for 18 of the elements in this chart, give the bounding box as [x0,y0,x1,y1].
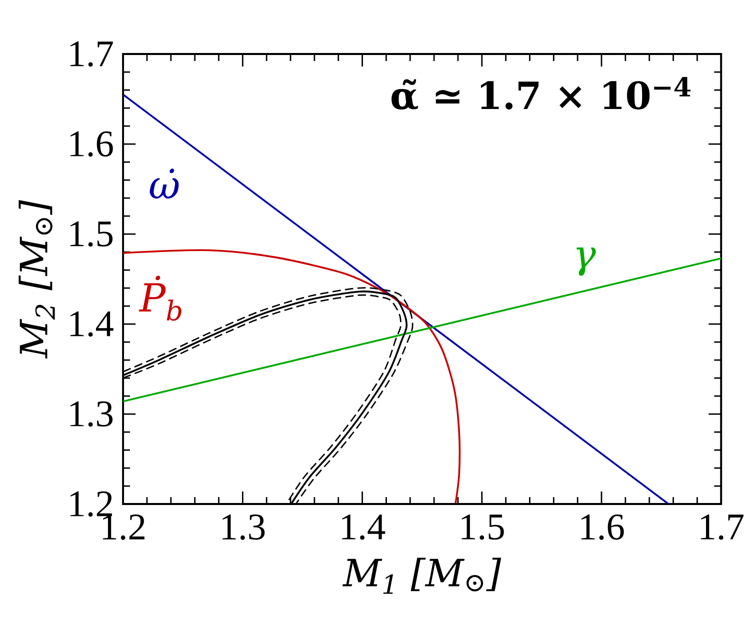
x-tick-label: 1.7 [700,514,744,540]
y-tick-label: 1.7 [70,41,113,67]
y-tick-label: 1.3 [70,401,113,427]
series-label: γ [576,248,596,276]
x-tick-label: 1.5 [462,514,504,540]
x-tick-label: 1.6 [581,514,624,540]
x-tick-label: 1.3 [222,514,265,540]
x-tick-label: 1.4 [342,514,386,540]
y-tick-label: 1.6 [70,131,113,157]
y-tick-label: 1.5 [70,221,113,247]
series-label: ω̇ [150,168,179,199]
annotation: α̃ ≃ 1.7 × 10$^{−4}$ [392,76,691,110]
x-tick-label: 1.2 [102,514,144,540]
x-axis-title: M$_{1}$ [M$_{⊙}$] [342,558,502,594]
y-axis-title: M$_{2}$ [M$_{⊙}$] [18,200,55,359]
series-label: Ṗ$_{b}$ [138,276,182,321]
y-tick-label: 1.4 [70,311,114,337]
y-tick-label: 1.2 [70,491,112,517]
